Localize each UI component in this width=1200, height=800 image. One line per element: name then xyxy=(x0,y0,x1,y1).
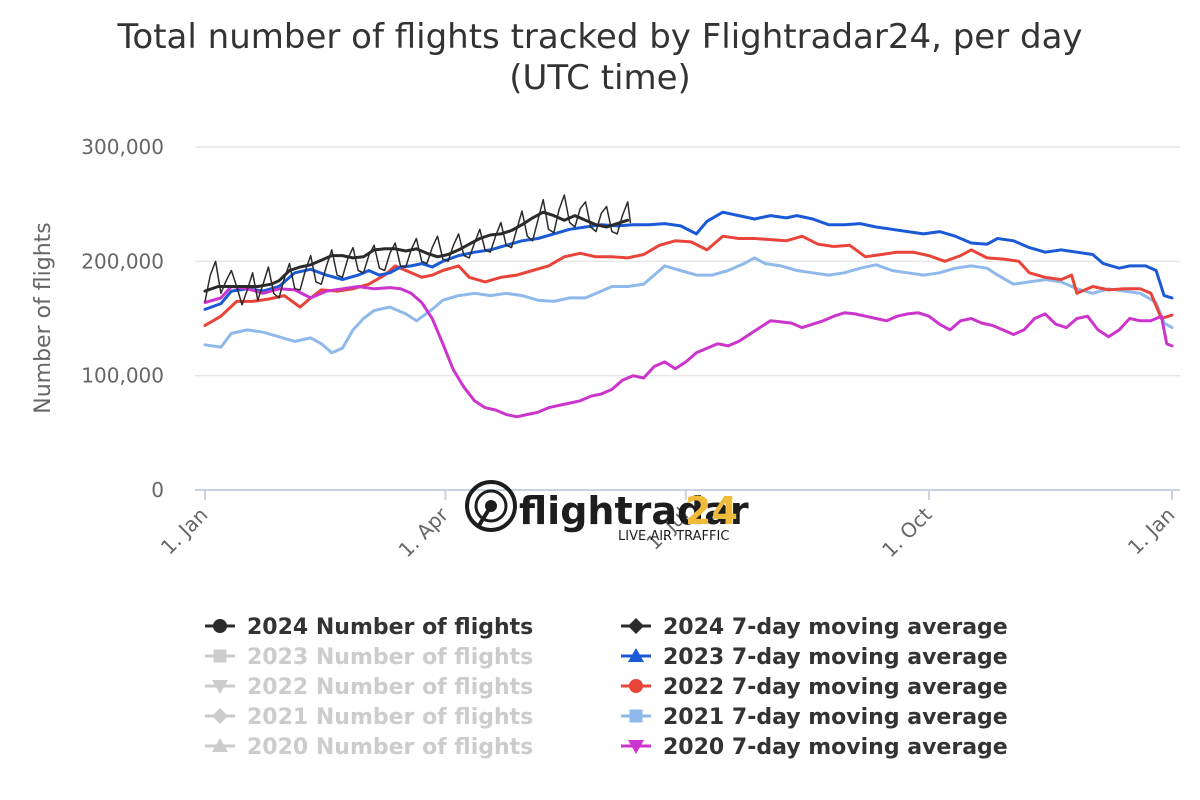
watermark-tagline: LIVE AIR TRAFFIC xyxy=(618,529,729,544)
y-axis-ticks: 0 100,000 200,000 300,000 xyxy=(81,135,164,502)
chart-subtitle: (UTC time) xyxy=(509,58,691,98)
diamond-marker-icon xyxy=(628,618,644,634)
square-marker-icon xyxy=(213,649,227,663)
legend-label: 2020 Number of flights xyxy=(247,735,533,760)
legend-item[interactable]: 2022 Number of flights xyxy=(205,675,533,700)
series-layer xyxy=(203,194,1174,419)
circle-marker-icon xyxy=(629,679,643,693)
circle-marker-icon xyxy=(213,619,227,633)
series-line-2024-7-day-moving-average xyxy=(203,210,630,293)
triangle-down-marker-icon xyxy=(628,740,644,754)
legend-label: 2022 Number of flights xyxy=(247,675,533,700)
legend-item[interactable]: 2023 Number of flights xyxy=(205,645,533,670)
triangle-marker-icon xyxy=(212,738,228,752)
y-axis-title: Number of flights xyxy=(31,222,56,414)
legend-label: 2023 7-day moving average xyxy=(663,645,1008,670)
legend-item[interactable]: 2024 7-day moving average xyxy=(621,615,1008,640)
x-tick-label: 1. Jan xyxy=(1123,503,1180,560)
x-tick-label: 1. Jan xyxy=(156,503,213,560)
legend-label: 2022 7-day moving average xyxy=(663,675,1008,700)
triangle-marker-icon xyxy=(628,648,644,662)
legend-label: 2020 7-day moving average xyxy=(663,735,1008,760)
legend-label: 2021 7-day moving average xyxy=(663,705,1008,730)
watermark-number: 24 xyxy=(685,489,738,533)
square-marker-icon xyxy=(629,709,643,723)
y-tick-label: 0 xyxy=(151,478,164,502)
series-line-2023-7-day-moving-average xyxy=(203,210,1174,311)
legend-item[interactable]: 2024 Number of flights xyxy=(205,615,533,640)
legend-label: 2021 Number of flights xyxy=(247,705,533,730)
y-tick-label: 300,000 xyxy=(81,135,164,159)
legend-item[interactable]: 2023 7-day moving average xyxy=(621,645,1008,670)
series-line-2022-7-day-moving-average xyxy=(203,234,1174,327)
x-tick-label: 1. Apr xyxy=(394,502,454,562)
legend-item[interactable]: 2020 Number of flights xyxy=(205,735,533,760)
y-tick-label: 200,000 xyxy=(81,249,164,273)
triangle-down-marker-icon xyxy=(212,680,228,694)
diamond-marker-icon xyxy=(212,708,228,724)
legend-item[interactable]: 2022 7-day moving average xyxy=(621,675,1008,700)
legend-label: 2023 Number of flights xyxy=(247,645,533,670)
y-tick-label: 100,000 xyxy=(81,364,164,388)
legend-label: 2024 Number of flights xyxy=(247,615,533,640)
x-tick-label: 1. Oct xyxy=(877,502,937,562)
legend: 2024 Number of flights 2023 Number of fli… xyxy=(205,615,1008,760)
flightradar24-watermark: flightradar 24 LIVE AIR TRAFFIC xyxy=(465,480,749,544)
radar-logo-icon xyxy=(465,480,517,532)
legend-item[interactable]: 2021 Number of flights xyxy=(205,705,533,730)
chart-title: Total number of flights tracked by Fligh… xyxy=(116,17,1082,57)
gridlines xyxy=(195,146,1180,491)
series-line-2020-7-day-moving-average xyxy=(203,285,1174,419)
series-line-2021-7-day-moving-average xyxy=(203,256,1174,355)
legend-label: 2024 7-day moving average xyxy=(663,615,1008,640)
legend-item[interactable]: 2020 7-day moving average xyxy=(621,735,1008,760)
series-line-2024-number-of-flights xyxy=(204,194,632,306)
watermark-name: flightradar xyxy=(519,489,749,533)
legend-item[interactable]: 2021 7-day moving average xyxy=(621,705,1008,730)
